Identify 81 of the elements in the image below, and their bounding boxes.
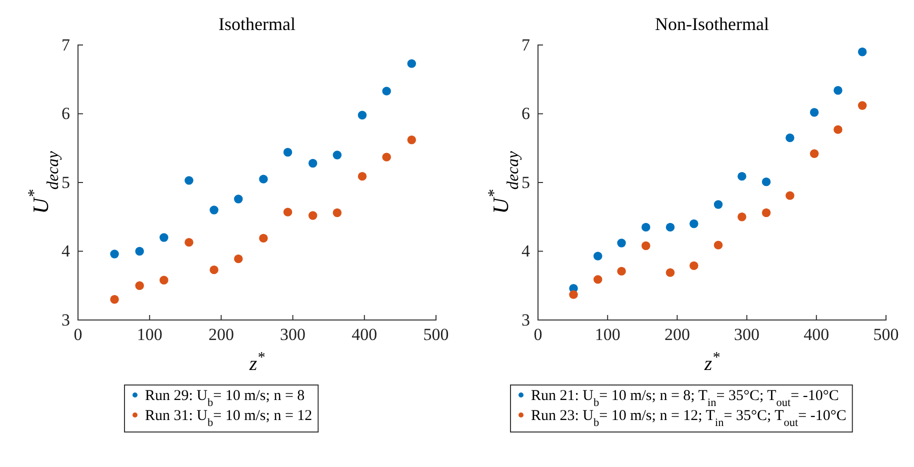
point [259,174,268,184]
point [184,238,194,247]
legend-label: Run 23: U$_{b}$= 10 m/s; n = 12; T$_{in}$= 35°C; T$_{out}$= -10°C [531,408,846,429]
point [858,48,867,56]
point [308,211,318,220]
point [382,86,391,96]
point [283,208,292,216]
point [308,158,318,168]
point [234,254,243,264]
point [714,240,723,250]
point [858,101,867,110]
point [358,172,367,181]
y-tick-label: 3 [62,310,70,330]
point [259,234,268,243]
point [762,208,771,218]
point [834,86,842,95]
x-axis-title: z$^{*}$ [703,350,720,375]
y-tick-label: 6 [62,104,70,124]
y-tick-label: 3 [522,310,530,330]
legend-label: Run 21: U$_{b}$= 10 m/s; n = 8; T$_{in}$= 35°C; T$_{out}$= -10°C [531,388,839,409]
x-tick-label: 500 [423,325,449,344]
x-axis-title: z$^{*}$ [248,350,266,375]
y-tick-label: 6 [522,104,530,124]
point [714,200,723,209]
point [160,233,168,242]
y-tick-label: 7 [62,35,70,54]
point [642,241,650,250]
point [617,266,626,276]
point [810,149,819,158]
x-tick-label: 300 [280,325,306,344]
point [283,148,292,157]
y-tick-label: 5 [62,172,70,192]
point [358,110,367,120]
x-tick-label: 0 [534,325,542,344]
point [382,152,391,162]
chart-title: Non-Isothermal [655,14,769,34]
point [234,194,243,204]
x-tick-label: 200 [208,325,234,344]
point [642,222,650,232]
point [690,219,698,228]
point [110,250,119,258]
point [666,222,675,232]
point [786,191,794,200]
x-tick-label: 100 [594,325,620,344]
point [210,265,218,274]
point [569,290,578,299]
point [593,275,602,284]
point [160,276,168,284]
point [135,246,144,256]
y-tick-label: 5 [522,172,530,192]
chart-title: Isothermal [218,14,296,34]
point [834,125,842,134]
point [690,261,698,270]
point [593,252,602,260]
point [810,108,819,117]
x-tick-label: 100 [136,325,162,344]
point [110,295,119,304]
legend-label: Run 31: U$_{b}$= 10 m/s; n = 12 [145,408,312,429]
x-tick-label: 200 [664,325,690,344]
point [184,176,194,185]
point [332,150,342,160]
point [762,177,771,186]
y-tick-label: 4 [522,242,530,261]
point [738,212,746,222]
point [738,172,746,181]
y-tick-label: 4 [62,242,70,261]
point [666,268,675,277]
legend-label: Run 29: U$_{b}$= 10 m/s; n = 8 [145,388,305,409]
point [407,136,416,144]
x-tick-label: 500 [873,325,899,344]
x-tick-label: 400 [352,325,378,344]
point [332,208,342,218]
point [617,238,626,248]
point [210,206,218,214]
y-tick-label: 7 [522,35,530,54]
x-tick-label: 300 [734,325,760,344]
x-tick-label: 400 [804,325,830,344]
point [407,59,416,68]
point [786,133,794,142]
point [135,281,144,290]
x-tick-label: 0 [74,325,82,344]
